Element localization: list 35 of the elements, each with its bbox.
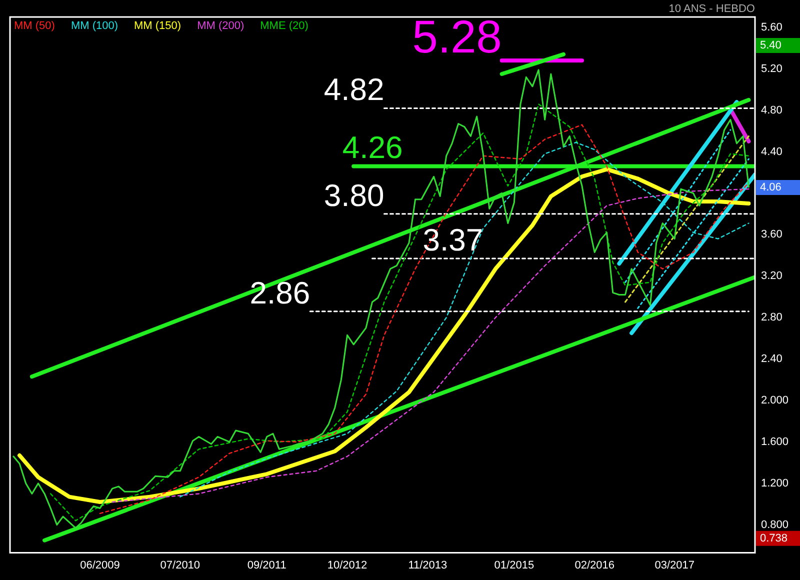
y-tick-label: 3.20 [761,270,782,282]
text: 5.40 [760,40,782,52]
annotation: 3.80 [324,178,384,213]
text: 10 ANS - HEBDO [668,3,756,16]
x-tick-label: 01/2015 [494,559,534,572]
text: MM (150) [134,20,182,32]
text: MME (20) [260,20,308,32]
y-tick-label: 5.60 [761,21,782,34]
y-tick-label: 2.80 [761,312,782,324]
annotation: 5.28 [412,10,502,63]
x-tick-label: 03/2017 [654,559,694,572]
y-tick-label: 2.40 [761,353,782,366]
y-tick-label: 2.000 [761,394,789,406]
x-tick-label: 11/2013 [408,559,448,572]
y-tick-label: 3.60 [761,228,782,241]
y-tick-label: 4.80 [761,104,782,116]
annotation: 2.86 [250,275,310,310]
x-tick-label: 06/2009 [80,559,120,572]
y-tick-label: 1.200 [761,477,789,490]
y-tick-label: 1.600 [761,436,789,448]
text: MM (200) [197,20,244,32]
annotation: 4.06 [760,181,782,194]
text: MM (100) [70,20,118,32]
x-tick-label: 07/2010 [160,559,200,572]
y-tick-label: 4.40 [761,146,782,158]
text: 0.738 [760,532,788,544]
y-tick-label: 0.800 [761,518,789,531]
x-tick-label: 10/2012 [327,559,368,572]
annotation: 3.37 [422,222,484,258]
annotation: 4.26 [342,130,403,166]
x-tick-label: 02/2016 [574,559,614,572]
y-tick-label: 5.20 [761,62,782,75]
x-tick-label: 09/2011 [247,559,286,572]
text: MM (50) [14,20,55,32]
annotation: 4.82 [324,72,384,108]
